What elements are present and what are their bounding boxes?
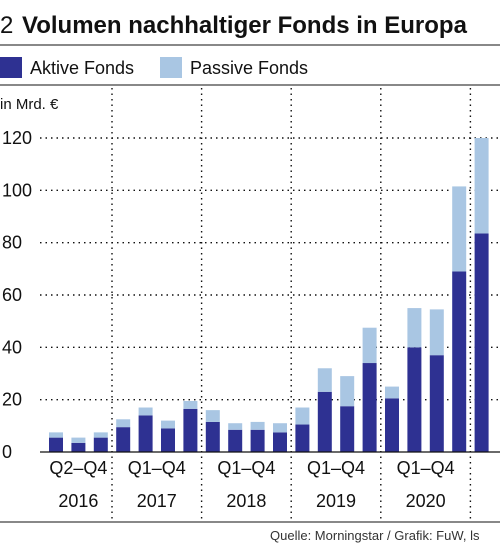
legend: Aktive Fonds Passive Fonds bbox=[0, 57, 308, 78]
x-tick-period: Q1–Q4 bbox=[397, 458, 455, 478]
bar-passive bbox=[362, 327, 377, 364]
bar-aktive bbox=[340, 406, 355, 452]
legend-swatch-aktive bbox=[0, 57, 22, 78]
bar-passive bbox=[93, 432, 108, 438]
bar-passive bbox=[183, 400, 198, 409]
y-tick-label: 20 bbox=[2, 390, 22, 410]
bar-aktive bbox=[273, 432, 287, 452]
x-tick-year: 2018 bbox=[226, 491, 266, 511]
x-tick-year: 2017 bbox=[137, 491, 177, 511]
bar-passive bbox=[71, 437, 86, 443]
year-separators bbox=[111, 88, 472, 520]
bar-passive bbox=[295, 407, 310, 425]
bar-passive bbox=[317, 368, 332, 392]
bar-passive bbox=[273, 423, 287, 433]
bar-passive bbox=[138, 407, 153, 416]
figure-number: 2 bbox=[0, 12, 13, 39]
bar-passive bbox=[228, 423, 243, 430]
bar-passive bbox=[474, 138, 489, 234]
y-tick-label: 120 bbox=[2, 128, 32, 148]
bar-passive bbox=[161, 420, 175, 429]
bar-aktive bbox=[228, 429, 243, 452]
legend-label-aktive: Aktive Fonds bbox=[30, 58, 134, 78]
bar-aktive bbox=[295, 424, 310, 452]
bars bbox=[49, 138, 489, 452]
bar-aktive bbox=[183, 408, 198, 452]
bar-passive bbox=[452, 186, 467, 272]
x-tick-period: Q1–Q4 bbox=[307, 458, 365, 478]
bar-aktive bbox=[474, 233, 489, 452]
bar-aktive bbox=[116, 427, 131, 452]
bar-passive bbox=[49, 432, 63, 438]
y-tick-label: 100 bbox=[2, 180, 32, 200]
bar-passive bbox=[407, 308, 422, 348]
bar-aktive bbox=[161, 428, 175, 452]
x-tick-period: Q1–Q4 bbox=[217, 458, 275, 478]
bar-aktive bbox=[49, 437, 63, 452]
bar-passive bbox=[205, 410, 220, 422]
x-tick-period: Q1–Q4 bbox=[128, 458, 186, 478]
x-tick-year: 2019 bbox=[316, 491, 356, 511]
bar-aktive bbox=[317, 391, 332, 452]
y-tick-label: 0 bbox=[2, 442, 12, 462]
unit-label: in Mrd. € bbox=[0, 96, 59, 113]
bar-aktive bbox=[452, 271, 467, 452]
y-tick-label: 60 bbox=[2, 285, 22, 305]
bar-passive bbox=[340, 376, 355, 407]
bar-passive bbox=[429, 309, 444, 356]
bar-aktive bbox=[362, 363, 377, 452]
x-axis-ticks: Q2–Q4 2016 Q1–Q4 2017 Q1–Q4 2018 Q1–Q4 2019 Q1–Q… bbox=[49, 458, 454, 511]
bar-aktive bbox=[407, 347, 422, 452]
legend-label-passive: Passive Fonds bbox=[190, 58, 308, 78]
x-tick-period: Q2–Q4 bbox=[49, 458, 107, 478]
x-tick-year: 2016 bbox=[58, 491, 98, 511]
legend-swatch-passive bbox=[160, 57, 182, 78]
bar-aktive bbox=[138, 415, 153, 452]
bar-passive bbox=[250, 421, 265, 430]
source-note: Quelle: Morningstar / Grafik: FuW, ls bbox=[270, 528, 480, 543]
y-axis-ticks: 0 20 40 60 80 100 120 bbox=[2, 128, 32, 462]
x-tick-year: 2020 bbox=[406, 491, 446, 511]
bar-passive bbox=[385, 386, 399, 399]
bar-aktive bbox=[71, 442, 86, 452]
bar-aktive bbox=[429, 355, 444, 452]
y-tick-label: 80 bbox=[2, 233, 22, 253]
bar-passive bbox=[116, 419, 131, 428]
y-tick-label: 40 bbox=[2, 337, 22, 357]
bar-aktive bbox=[250, 429, 265, 452]
bar-aktive bbox=[205, 421, 220, 452]
chart-title: Volumen nachhaltiger Fonds in Europa bbox=[22, 12, 468, 39]
bar-aktive bbox=[93, 437, 108, 452]
bar-aktive bbox=[385, 398, 399, 452]
